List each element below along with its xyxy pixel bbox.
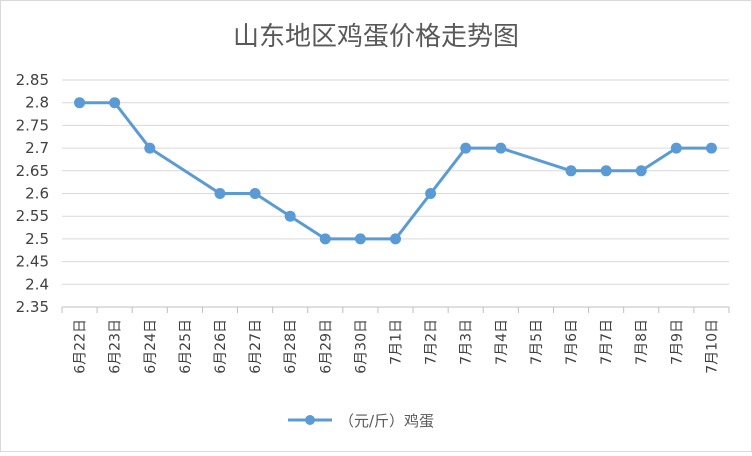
x-tick-label: 7月1日	[389, 319, 405, 365]
gridlines	[62, 79, 729, 308]
x-tick-label: 6月26日	[213, 319, 229, 374]
x-tick-label: 7月2日	[424, 319, 440, 365]
y-tick-label: 2.45	[16, 253, 49, 271]
y-tick-label: 2.6	[25, 185, 49, 203]
legend[interactable]: （元/斤）鸡蛋	[288, 412, 434, 430]
y-tick-label: 2.35	[16, 298, 49, 316]
y-tick-label: 2.8	[25, 94, 49, 112]
x-tick-label: 6月25日	[178, 319, 194, 374]
y-tick-label: 2.4	[25, 275, 49, 293]
x-tick-label: 6月27日	[248, 319, 264, 374]
data-point[interactable]	[460, 142, 472, 154]
data-point[interactable]	[425, 188, 437, 199]
data-point[interactable]	[635, 165, 647, 177]
data-point[interactable]	[565, 165, 577, 177]
data-point[interactable]	[74, 97, 86, 109]
x-tick-label: 6月23日	[108, 319, 124, 374]
x-tick-label: 7月5日	[529, 319, 545, 365]
data-point[interactable]	[670, 142, 682, 154]
data-point[interactable]	[249, 188, 261, 199]
x-axis-ticks: 6月22日 6月23日 6月24日 6月25日 6月26日 6月27日 6月28日 6月29日…	[61, 307, 730, 374]
legend-label: （元/斤）鸡蛋	[339, 412, 434, 430]
data-point[interactable]	[705, 142, 717, 154]
data-point[interactable]	[319, 233, 331, 245]
y-tick-label: 2.75	[16, 116, 49, 134]
x-tick-label: 7月7日	[599, 319, 615, 365]
x-tick-label: 7月8日	[634, 319, 650, 365]
x-tick-label: 6月24日	[143, 319, 159, 374]
chart-title: 山东地区鸡蛋价格走势图	[233, 22, 519, 52]
x-tick-label: 6月29日	[318, 319, 334, 374]
x-tick-label: 7月3日	[459, 319, 475, 365]
data-point[interactable]	[495, 142, 507, 154]
data-point[interactable]	[354, 233, 366, 245]
data-point[interactable]	[284, 210, 296, 222]
y-tick-label: 2.7	[25, 139, 49, 157]
y-tick-label: 2.65	[16, 162, 49, 180]
legend-marker	[305, 415, 315, 425]
x-tick-label: 6月22日	[73, 319, 89, 374]
x-tick-label: 7月9日	[669, 319, 685, 365]
y-tick-label: 2.5	[25, 230, 49, 248]
series-layer	[74, 97, 717, 245]
data-point[interactable]	[109, 97, 121, 109]
data-point[interactable]	[600, 165, 612, 177]
data-point[interactable]	[390, 233, 401, 245]
x-tick-label: 7月10日	[704, 319, 720, 374]
y-axis-ticks: 2.35 2.4 2.45 2.5 2.55 2.6 2.65 2.7 2.75 2.8 2.85	[16, 71, 49, 316]
x-tick-label: 7月6日	[564, 319, 580, 365]
data-point[interactable]	[144, 142, 156, 154]
x-tick-label: 6月28日	[283, 319, 299, 374]
data-point[interactable]	[214, 188, 226, 199]
x-tick-label: 7月4日	[494, 319, 510, 365]
y-tick-label: 2.55	[16, 207, 49, 225]
x-tick-label: 6月30日	[353, 319, 369, 374]
y-tick-label: 2.85	[16, 71, 49, 89]
